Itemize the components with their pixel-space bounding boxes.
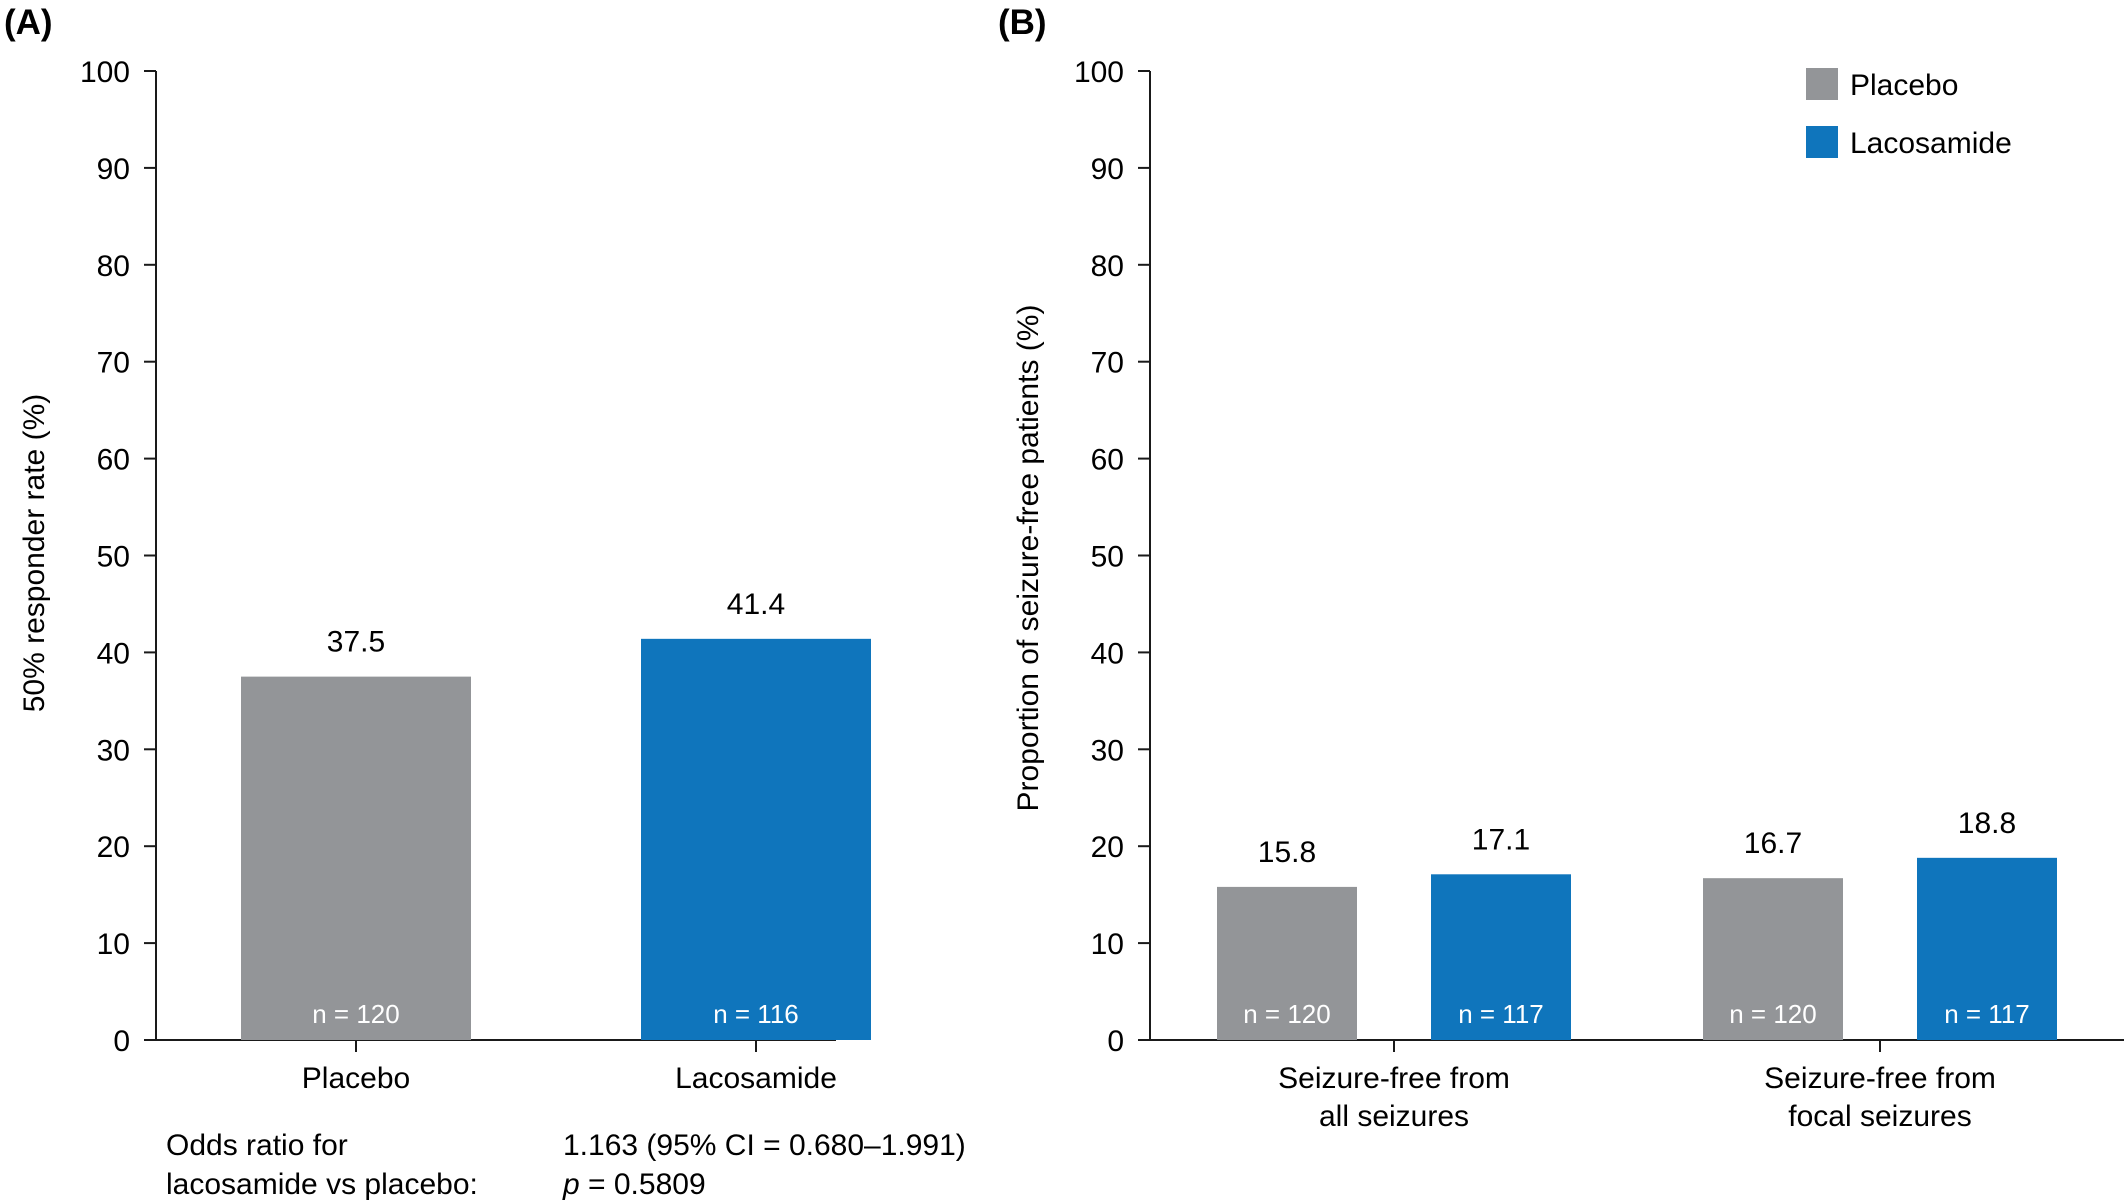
panel-a-lacosamide-bar — [641, 638, 871, 1040]
panel-a-y-tick-label: 90 — [97, 153, 130, 186]
panel-a-bars: 37.5 n = 120 41.4 n = 116 — [241, 588, 871, 1040]
panel-b-lacosamide-group-1-bar — [1431, 874, 1571, 1040]
panel-a-y-tick-label: 40 — [97, 637, 130, 670]
panel-b-axes: 0 10 20 30 40 50 60 70 80 90 100 Seizure-free from a… — [1074, 56, 2124, 1133]
panel-a-y-tick-label: 20 — [97, 831, 130, 864]
panel-a-y-tick-label: 10 — [97, 928, 130, 961]
panel-b: (B) Proportion of seizure-free patients … — [998, 3, 2124, 1133]
legend: Placebo Lacosamide — [1806, 68, 2012, 160]
footnote-p-value: = 0.5809 — [580, 1168, 706, 1201]
panel-b-y-tick-label: 0 — [1107, 1025, 1124, 1058]
panel-a-y-tick-label: 70 — [97, 347, 130, 380]
footnote-value-line2: p = 0.5809 — [562, 1168, 706, 1201]
footnote-label-line2: lacosamide vs placebo: — [166, 1168, 478, 1201]
panel-a-y-tick-label: 80 — [97, 250, 130, 283]
panel-b-placebo-group-2-n-label: n = 120 — [1729, 999, 1816, 1029]
panel-b-y-tick-label: 20 — [1091, 831, 1124, 864]
legend-swatch-placebo — [1806, 68, 1838, 100]
panel-b-x-tick-label: all seizures — [1319, 1100, 1469, 1133]
panel-a-axes: 0 10 20 30 40 50 60 70 80 90 100 Placebo Lacosamide — [80, 56, 837, 1095]
panel-b-y-tick-label: 40 — [1091, 637, 1124, 670]
panel-b-y-axis-title: Proportion of seizure-free patients (%) — [1012, 305, 1045, 812]
panel-a-placebo-value-label: 37.5 — [327, 626, 385, 659]
panel-b-x-tick-label: focal seizures — [1788, 1100, 1971, 1133]
panel-b-placebo-group-2-value-label: 16.7 — [1744, 827, 1802, 860]
panel-b-y-tick-label: 70 — [1091, 347, 1124, 380]
panel-b-placebo-group-2-bar — [1703, 878, 1843, 1040]
panel-a-footnote: Odds ratio for lacosamide vs placebo: 1.… — [166, 1129, 966, 1201]
legend-label-placebo: Placebo — [1850, 69, 1958, 102]
footnote-p-symbol: p — [562, 1168, 580, 1201]
panel-a-lacosamide-n-label: n = 116 — [713, 999, 799, 1029]
panel-b-lacosamide-group-1-value-label: 17.1 — [1472, 823, 1530, 856]
panel-b-y-tick-label: 10 — [1091, 928, 1124, 961]
panel-b-y-tick-label: 30 — [1091, 734, 1124, 767]
panel-b-lacosamide-group-2-n-label: n = 117 — [1944, 999, 2030, 1029]
panel-b-lacosamide-group-2-value-label: 18.8 — [1958, 807, 2016, 840]
legend-label-lacosamide: Lacosamide — [1850, 127, 2012, 160]
panel-b-y-tick-label: 50 — [1091, 541, 1124, 574]
panel-a-y-tick-label: 100 — [80, 56, 130, 89]
panel-a-y-tick-label: 50 — [97, 541, 130, 574]
panel-a-y-tick-label: 60 — [97, 444, 130, 477]
panel-a-x-tick-label: Lacosamide — [675, 1062, 837, 1095]
footnote-value-line1: 1.163 (95% CI = 0.680–1.991) — [563, 1129, 966, 1162]
panel-b-x-tick-label: Seizure-free from — [1278, 1062, 1510, 1095]
panel-b-bars: 15.8 n = 120 17.1 n = 117 16.7 n = 120 18.8 n =… — [1217, 807, 2057, 1040]
panel-b-lacosamide-group-1-n-label: n = 117 — [1458, 999, 1544, 1029]
panel-b-y-tick-label: 90 — [1091, 153, 1124, 186]
panel-b-x-tick-label: Seizure-free from — [1764, 1062, 1996, 1095]
panel-b-y-tick-label: 60 — [1091, 444, 1124, 477]
panel-a: (A) 50% responder rate (%) 0 10 20 30 40 50 60… — [4, 3, 966, 1201]
panel-a-placebo-bar — [241, 676, 471, 1040]
panel-a-letter: (A) — [4, 3, 53, 42]
panel-a-x-tick-label: Placebo — [302, 1062, 410, 1095]
panel-a-y-tick-label: 0 — [113, 1025, 130, 1058]
legend-swatch-lacosamide — [1806, 126, 1838, 158]
panel-a-lacosamide-value-label: 41.4 — [727, 588, 785, 621]
panel-a-placebo-n-label: n = 120 — [312, 999, 399, 1029]
footnote-label-line1: Odds ratio for — [166, 1129, 348, 1162]
panel-b-placebo-group-1-bar — [1217, 886, 1357, 1040]
panel-b-lacosamide-group-2-bar — [1917, 857, 2057, 1040]
panel-a-y-axis-title: 50% responder rate (%) — [18, 394, 51, 713]
panel-b-letter: (B) — [998, 3, 1047, 42]
panel-b-placebo-group-1-n-label: n = 120 — [1243, 999, 1330, 1029]
panel-b-placebo-group-1-value-label: 15.8 — [1258, 836, 1316, 869]
panel-b-y-tick-label: 100 — [1074, 56, 1124, 89]
panel-a-y-tick-label: 30 — [97, 734, 130, 767]
panel-b-y-tick-label: 80 — [1091, 250, 1124, 283]
